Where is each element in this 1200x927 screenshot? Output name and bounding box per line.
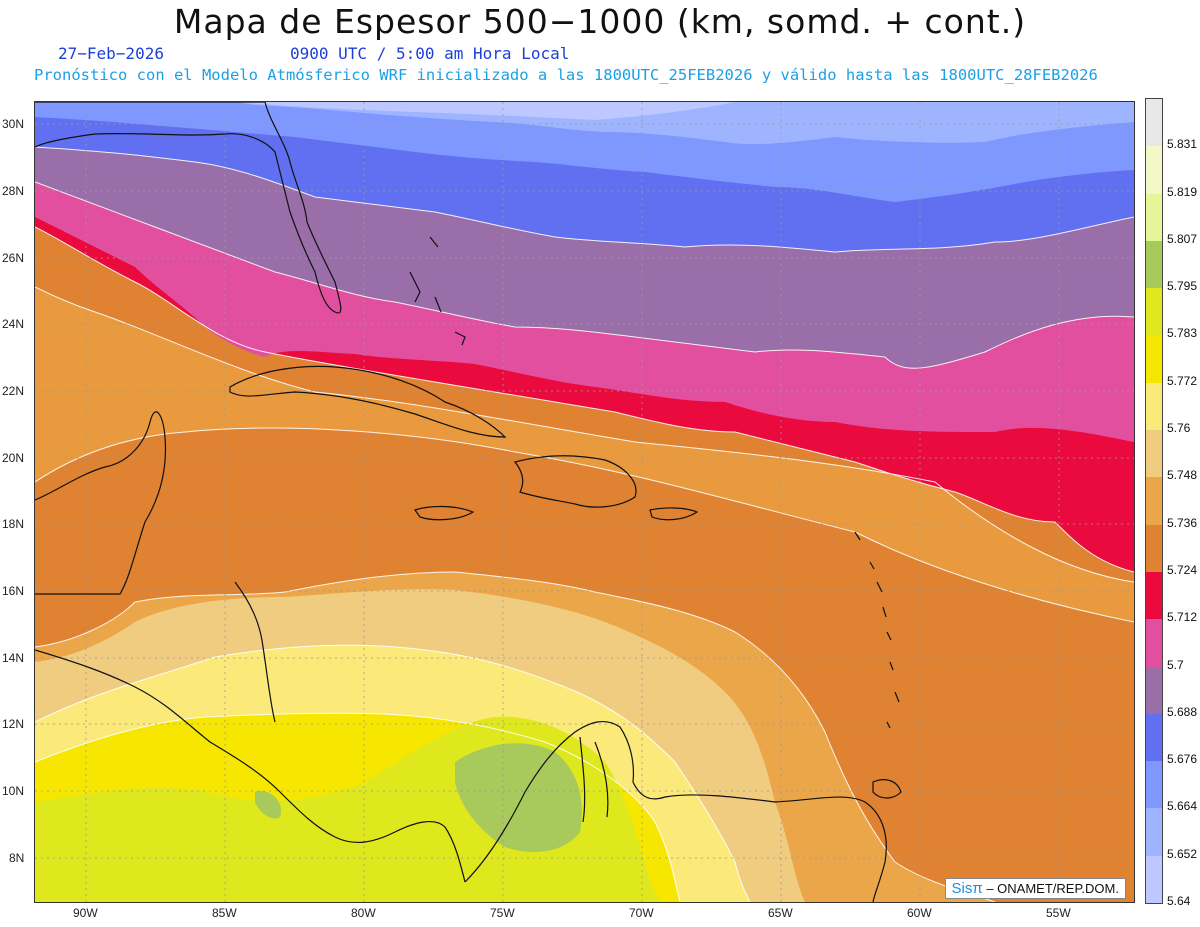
colorbar-label: 5.807 (1167, 231, 1198, 246)
colorbar-label: 5.783 (1167, 326, 1198, 341)
map-title: Mapa de Espesor 500−1000 (km, somd. + co… (173, 2, 1027, 41)
lon-label-70w: 70W (629, 906, 654, 920)
map-canvas (35, 102, 1134, 902)
colorbar-label: 5.724 (1167, 562, 1198, 577)
forecast-info: Pronóstico con el Modelo Atmósferico WRF… (34, 66, 1098, 84)
colorbar-segment (1146, 146, 1162, 195)
colorbar-segment (1146, 240, 1162, 289)
colorbar-label: 5.819 (1167, 184, 1198, 199)
lon-label-55w: 55W (1046, 906, 1071, 920)
lat-lon-grid (35, 102, 1134, 902)
colorbar-label: 5.688 (1167, 704, 1198, 719)
colorbar-label: 5.664 (1167, 799, 1198, 814)
band-5640 (235, 102, 735, 120)
colorbar-segment (1146, 193, 1162, 242)
colorbar-label: 5.772 (1167, 373, 1198, 388)
credit-brand: Sisπ (951, 880, 983, 897)
colorbar-label: 5.7 (1167, 657, 1184, 672)
colorbar-label: 5.64 (1167, 894, 1191, 908)
colorbar (1145, 98, 1163, 904)
colorbar-label: 5.748 (1167, 468, 1198, 483)
colorbar-segment (1146, 619, 1162, 668)
lat-label-22n: 22N (2, 384, 25, 398)
lat-label-14n: 14N (2, 651, 25, 665)
colorbar-segment (1146, 855, 1162, 904)
lon-label-65w: 65W (768, 906, 793, 920)
lon-label-60w: 60W (907, 906, 932, 920)
thickness-map: Sisπ – ONAMET/REP.DOM. (34, 101, 1135, 903)
colorbar-segment (1146, 288, 1162, 336)
lat-label-16n: 16N (2, 584, 25, 598)
lat-label-26n: 26N (2, 251, 25, 265)
lon-label-85w: 85W (212, 906, 237, 920)
lat-label-12n: 12N (2, 717, 25, 731)
band-5795-small (255, 791, 281, 819)
lat-label-8n: 8N (9, 851, 25, 865)
lat-label-24n: 24N (2, 317, 25, 331)
colorbar-segment (1146, 808, 1162, 857)
colorbar-segment (1146, 524, 1162, 573)
coastlines (35, 102, 902, 902)
lon-label-80w: 80W (351, 906, 376, 920)
credit-badge: Sisπ – ONAMET/REP.DOM. (944, 878, 1126, 899)
colorbar-label: 5.736 (1167, 515, 1198, 530)
colorbar-segment (1146, 666, 1162, 715)
lat-label-30n: 30N (2, 117, 25, 131)
colorbar-label: 5.831 (1167, 137, 1198, 152)
colorbar-segment (1146, 477, 1162, 526)
lat-label-18n: 18N (2, 517, 25, 531)
colorbar-segment (1146, 99, 1162, 147)
colorbar-label: 5.76 (1167, 421, 1191, 436)
band-5652 (35, 102, 1134, 145)
colorbar-segment (1146, 713, 1162, 762)
colorbar-label: 5.652 (1167, 846, 1198, 861)
lat-label-20n: 20N (2, 451, 25, 465)
colorbar-label: 5.676 (1167, 752, 1198, 767)
colorbar-segment (1146, 761, 1162, 809)
lon-label-75w: 75W (490, 906, 515, 920)
colorbar-segment (1146, 571, 1162, 620)
colorbar-label: 5.712 (1167, 610, 1198, 625)
forecast-time: 0900 UTC / 5:00 am Hora Local (290, 44, 570, 63)
lon-label-90w: 90W (73, 906, 98, 920)
colorbar-label: 5.795 (1167, 279, 1198, 294)
forecast-date: 27−Feb−2026 (58, 44, 164, 63)
credit-text: – ONAMET/REP.DOM. (982, 881, 1119, 896)
band-5795 (455, 743, 582, 852)
lat-label-28n: 28N (2, 184, 25, 198)
colorbar-segment (1146, 335, 1162, 384)
colorbar-segment (1146, 430, 1162, 478)
lat-label-10n: 10N (2, 784, 25, 798)
colorbar-segment (1146, 382, 1162, 431)
